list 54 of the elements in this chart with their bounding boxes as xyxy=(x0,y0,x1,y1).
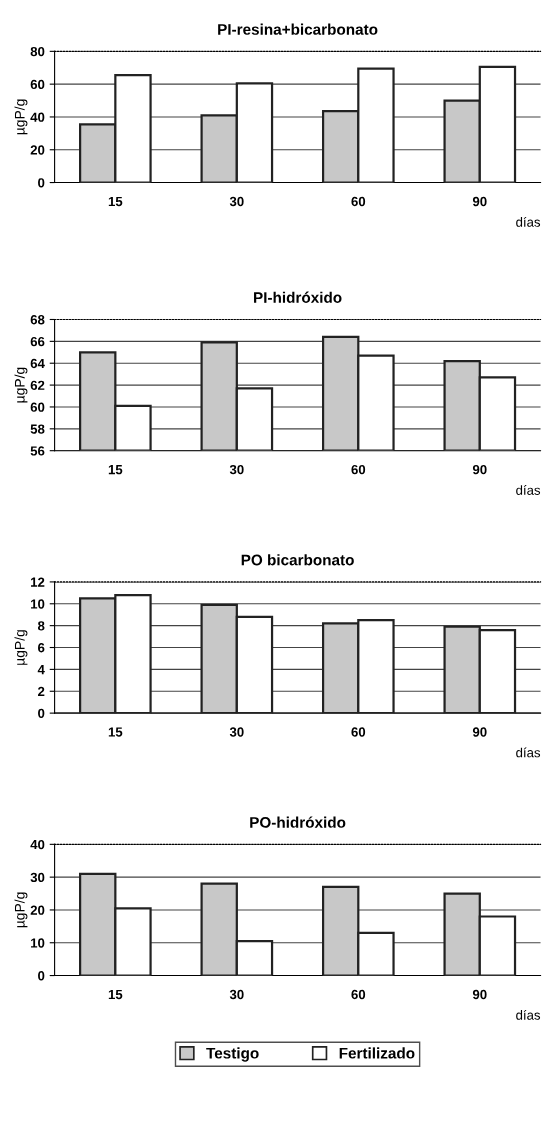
y-tick-label: 68 xyxy=(30,315,45,325)
x-tick-label: 30 xyxy=(229,196,244,207)
y-tick-label: 40 xyxy=(30,112,45,122)
x-tick-label: 15 xyxy=(108,465,123,475)
x-tick-label: 90 xyxy=(472,196,487,207)
y-tick-label: 10 xyxy=(31,599,45,609)
y-tick-label: 12 xyxy=(31,577,45,587)
x-tick-label: 90 xyxy=(472,727,487,737)
y-tick-label: 8 xyxy=(37,621,45,631)
y-axis-title: µgP/g xyxy=(14,367,28,403)
x-tick-label: 15 xyxy=(108,727,123,737)
y-tick-label: 80 xyxy=(30,46,45,57)
legend-label: Testigo xyxy=(206,1047,259,1062)
y-axis-title: µgP/g xyxy=(14,630,28,665)
y-tick-label: 56 xyxy=(30,446,45,456)
x-tick-label: 60 xyxy=(351,196,366,207)
x-tick-label: 60 xyxy=(351,464,366,475)
y-tick-label: 0 xyxy=(38,971,45,981)
x-tick-label: 60 xyxy=(351,989,366,1000)
y-tick-label: 6 xyxy=(38,643,45,653)
y-tick-label: 0 xyxy=(38,708,45,719)
x-axis-title: días xyxy=(516,747,541,758)
chart-title: PO-hidróxido xyxy=(250,816,346,828)
y-tick-label: 64 xyxy=(30,358,45,369)
x-axis-title: días xyxy=(516,216,541,227)
x-tick-label: 90 xyxy=(472,464,487,475)
chart-title: PI-hidróxido xyxy=(254,291,342,303)
y-tick-label: 10 xyxy=(31,938,45,948)
y-tick-label: 60 xyxy=(30,79,45,90)
x-tick-label: 30 xyxy=(229,464,244,475)
x-tick-label: 90 xyxy=(472,989,487,1000)
y-tick-label: 62 xyxy=(30,380,45,390)
chart-title: PI-resina+bicarbonato xyxy=(218,23,378,35)
y-tick-label: 20 xyxy=(30,905,45,915)
x-tick-label: 30 xyxy=(229,989,244,1000)
y-axis-title: µgP/g xyxy=(14,892,28,928)
y-tick-label: 20 xyxy=(30,145,45,155)
chart-title: PO bicarbonato xyxy=(241,554,354,566)
x-tick-label: 15 xyxy=(108,196,123,207)
x-tick-label: 30 xyxy=(229,727,244,737)
y-tick-label: 30 xyxy=(30,872,45,883)
x-tick-label: 15 xyxy=(108,989,123,1000)
y-tick-label: 4 xyxy=(37,665,45,675)
y-tick-label: 40 xyxy=(30,839,45,850)
legend-label: Fertilizado xyxy=(339,1047,415,1059)
y-tick-label: 58 xyxy=(30,424,45,434)
x-tick-label: 60 xyxy=(351,727,366,737)
x-axis-title: días xyxy=(516,485,541,495)
y-tick-label: 2 xyxy=(38,686,45,697)
y-axis-title: µgP/g xyxy=(14,99,28,135)
y-tick-label: 66 xyxy=(30,336,45,347)
x-axis-title: días xyxy=(516,1009,541,1020)
y-tick-label: 60 xyxy=(30,402,45,412)
y-tick-label: 0 xyxy=(38,178,45,188)
